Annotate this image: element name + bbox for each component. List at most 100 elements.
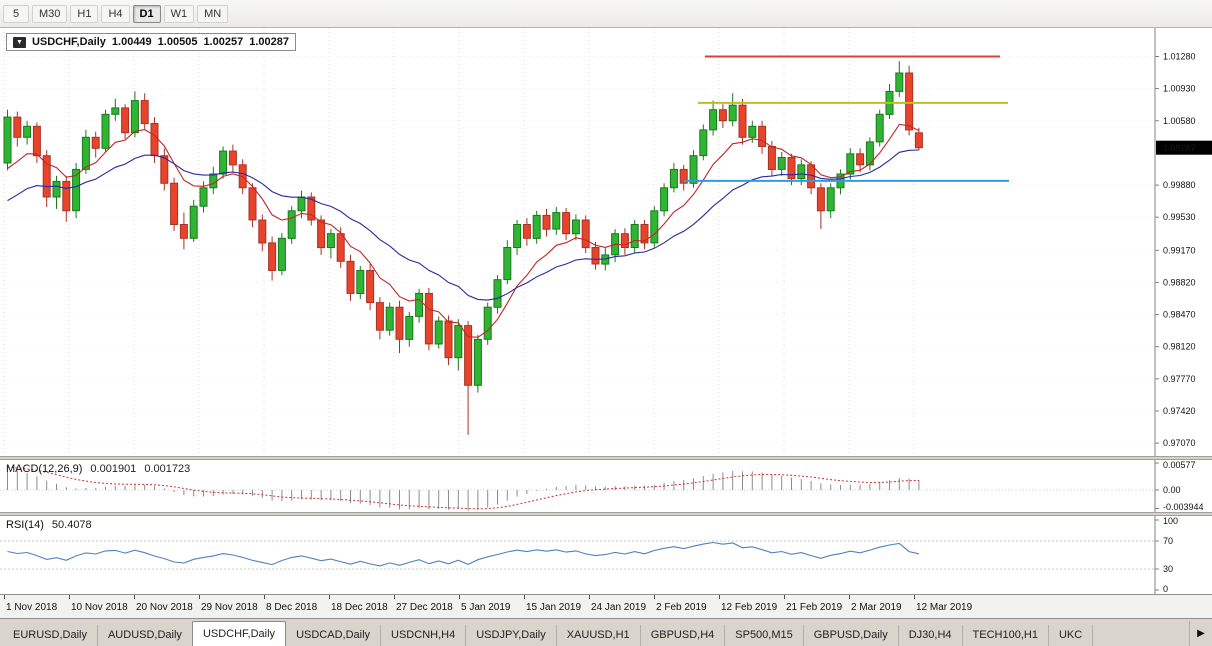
symbol-dropdown-icon[interactable]: ▼ bbox=[13, 36, 26, 48]
rsi-chart[interactable]: 100 70 30 0 bbox=[0, 516, 1212, 594]
svg-text:0.00577: 0.00577 bbox=[1163, 460, 1196, 470]
chart-tab-audusd-daily[interactable]: AUDUSD,Daily bbox=[98, 625, 193, 646]
svg-text:30: 30 bbox=[1163, 564, 1173, 574]
rsi-panel[interactable]: 100 70 30 0 RSI(14) 50.4078 bbox=[0, 516, 1212, 594]
panel-splitter-macd[interactable] bbox=[0, 456, 1212, 460]
rsi-line bbox=[7, 541, 920, 567]
chart-tab-usdcnh-h4[interactable]: USDCNH,H4 bbox=[381, 625, 467, 646]
panel-splitter-rsi[interactable] bbox=[0, 512, 1212, 516]
symbol-timeframe-label: USDCHF,Daily bbox=[31, 36, 106, 48]
ma-slow-line bbox=[7, 149, 919, 301]
time-axis-tick bbox=[914, 595, 915, 599]
date-label: 5 Jan 2019 bbox=[461, 602, 511, 613]
timeframe-button-mn[interactable]: MN bbox=[197, 4, 229, 23]
svg-text:0.00: 0.00 bbox=[1163, 485, 1181, 495]
chart-tab-ukc[interactable]: UKC bbox=[1049, 625, 1094, 646]
svg-text:0.99530: 0.99530 bbox=[1163, 212, 1196, 222]
time-axis-tick bbox=[784, 595, 785, 599]
date-label: 12 Mar 2019 bbox=[916, 602, 973, 613]
svg-text:0.97070: 0.97070 bbox=[1163, 438, 1196, 448]
price-chart[interactable]: 1.01280 1.00930 1.00580 0.99880 0.99530 0.991… bbox=[0, 28, 1212, 456]
current-price-badge bbox=[1156, 140, 1212, 155]
svg-text:100: 100 bbox=[1163, 516, 1178, 526]
chart-tab-xauusd-h1[interactable]: XAUUSD,H1 bbox=[557, 625, 641, 646]
svg-text:70: 70 bbox=[1163, 536, 1173, 546]
rsi-levels bbox=[0, 540, 1155, 570]
svg-text:-0.003944: -0.003944 bbox=[1163, 502, 1204, 512]
time-axis-tick bbox=[589, 595, 590, 599]
rsi-scale: 100 70 30 0 bbox=[1154, 516, 1212, 594]
chart-tab-dj30-h4[interactable]: DJ30,H4 bbox=[899, 625, 963, 646]
date-label: 1 Nov 2018 bbox=[6, 602, 58, 613]
ohlc-open: 1.00449 bbox=[111, 36, 152, 48]
svg-text:0.99880: 0.99880 bbox=[1163, 180, 1196, 190]
time-axis-tick bbox=[4, 595, 5, 599]
date-label: 24 Jan 2019 bbox=[591, 602, 647, 613]
svg-text:0.98120: 0.98120 bbox=[1163, 342, 1196, 352]
chart-tabbar: ▶ EURUSD,Daily AUDUSD,Daily USDCHF,Daily US… bbox=[0, 618, 1212, 646]
chart-tab-usdcad-daily[interactable]: USDCAD,Daily bbox=[286, 625, 382, 646]
chart-tab-gbpusd-daily[interactable]: GBPUSD,Daily bbox=[804, 625, 899, 646]
candlestick-series bbox=[3, 61, 923, 435]
date-label: 27 Dec 2018 bbox=[396, 602, 453, 613]
time-axis-tick bbox=[524, 595, 525, 599]
macd-name: MACD(12,26,9) bbox=[6, 463, 83, 475]
svg-text:1.00580: 1.00580 bbox=[1163, 116, 1196, 126]
time-axis-tick bbox=[394, 595, 395, 599]
macd-chart[interactable]: 0.00577 0.00 -0.003944 bbox=[0, 460, 1212, 512]
chart-info-box: ▼ USDCHF,Daily 1.00449 1.00505 1.00257 1… bbox=[6, 33, 296, 51]
date-label: 2 Mar 2019 bbox=[851, 602, 902, 613]
svg-text:0.99170: 0.99170 bbox=[1163, 245, 1196, 255]
time-axis-tick bbox=[719, 595, 720, 599]
svg-text:0.97420: 0.97420 bbox=[1163, 406, 1196, 416]
chart-tab-gbpusd-h4[interactable]: GBPUSD,H4 bbox=[641, 625, 726, 646]
timeframe-button-h1[interactable]: H1 bbox=[70, 4, 99, 23]
grid-layer bbox=[0, 28, 1155, 456]
svg-text:1.00930: 1.00930 bbox=[1163, 84, 1196, 94]
date-label: 10 Nov 2018 bbox=[71, 602, 128, 613]
macd-panel[interactable]: 0.00577 0.00 -0.003944 MACD(12,26,9) 0.001… bbox=[0, 460, 1212, 512]
chart-tab-eurusd-daily[interactable]: EURUSD,Daily bbox=[3, 625, 98, 646]
chart-tab-usdchf-daily[interactable]: USDCHF,Daily bbox=[191, 621, 287, 646]
ohlc-close: 1.00287 bbox=[249, 36, 289, 48]
svg-text:1.01280: 1.01280 bbox=[1163, 52, 1196, 62]
time-axis-tick bbox=[329, 595, 330, 599]
date-label: 20 Nov 2018 bbox=[136, 602, 193, 613]
ma-fast-line bbox=[7, 123, 920, 338]
time-axis-tick bbox=[849, 595, 850, 599]
macd-signal-line bbox=[7, 466, 919, 510]
chart-tab-sp500-m15[interactable]: SP500,M15 bbox=[725, 625, 804, 646]
timeframe-button-d1[interactable]: D1 bbox=[132, 4, 161, 23]
svg-text:0.98470: 0.98470 bbox=[1163, 310, 1196, 320]
timeframe-toolbar: 5 M30 H1 H4 D1 W1 MN bbox=[0, 0, 1212, 28]
date-label: 2 Feb 2019 bbox=[656, 602, 707, 613]
timeframe-button-w1[interactable]: W1 bbox=[163, 4, 195, 23]
timeframe-button-m30[interactable]: M30 bbox=[32, 4, 68, 23]
timeframe-button-5[interactable]: 5 bbox=[3, 4, 29, 23]
chart-window: 1.01280 1.00930 1.00580 0.99880 0.99530 0.991… bbox=[0, 28, 1212, 618]
time-axis-tick bbox=[199, 595, 200, 599]
timeframe-button-h4[interactable]: H4 bbox=[101, 4, 130, 23]
svg-text:0.97770: 0.97770 bbox=[1163, 374, 1196, 384]
rsi-value: 50.4078 bbox=[51, 519, 92, 531]
ohlc-high: 1.00505 bbox=[157, 36, 198, 48]
price-scale[interactable]: 1.01280 1.00930 1.00580 0.99880 0.99530 0.991… bbox=[1154, 28, 1212, 456]
rsi-name: RSI(14) bbox=[6, 519, 44, 531]
date-label: 8 Dec 2018 bbox=[266, 602, 318, 613]
time-axis-tick bbox=[69, 595, 70, 599]
tab-scroll-right-button[interactable]: ▶ bbox=[1189, 621, 1212, 646]
ohlc-low: 1.00257 bbox=[203, 36, 244, 48]
svg-text:0.98820: 0.98820 bbox=[1163, 277, 1196, 287]
date-label: 12 Feb 2019 bbox=[721, 602, 778, 613]
chart-tab-usdjpy-daily[interactable]: USDJPY,Daily bbox=[466, 625, 557, 646]
time-axis[interactable]: 1 Nov 2018 10 Nov 2018 20 Nov 2018 29 Nov 2… bbox=[0, 594, 1212, 618]
time-axis-tick bbox=[654, 595, 655, 599]
macd-label: MACD(12,26,9) 0.001901 0.001723 bbox=[6, 463, 190, 475]
price-panel[interactable]: 1.01280 1.00930 1.00580 0.99880 0.99530 0.991… bbox=[0, 28, 1212, 456]
macd-signal-value: 0.001723 bbox=[144, 463, 191, 475]
time-axis-tick bbox=[264, 595, 265, 599]
time-axis-tick bbox=[134, 595, 135, 599]
chart-tab-tech100-h1[interactable]: TECH100,H1 bbox=[963, 625, 1049, 646]
macd-histogram bbox=[0, 467, 1155, 511]
